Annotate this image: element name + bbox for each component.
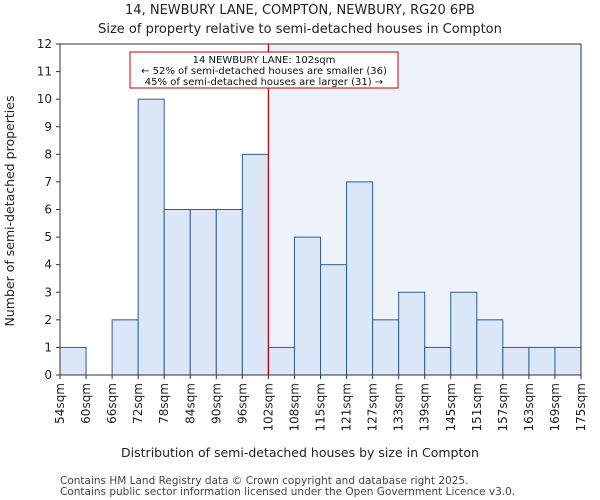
- y-tick-label: 8: [44, 147, 52, 161]
- x-tick-label: 78sqm: [157, 383, 171, 424]
- x-tick-label: 127sqm: [366, 383, 380, 431]
- bar: [528, 346, 556, 376]
- x-tick-label: 66sqm: [105, 383, 119, 424]
- y-tick-label: 2: [44, 313, 52, 327]
- bar: [215, 209, 243, 376]
- x-tick-label: 60sqm: [79, 383, 93, 424]
- bar: [372, 319, 400, 376]
- x-tick-label: 175sqm: [574, 383, 588, 431]
- bar: [241, 153, 269, 376]
- bar: [450, 291, 478, 376]
- bar: [320, 264, 348, 376]
- x-tick-label: 163sqm: [522, 383, 536, 431]
- bar: [59, 346, 87, 376]
- bar: [398, 291, 426, 376]
- y-tick-label: 4: [44, 258, 52, 272]
- footer-line-1: Contains HM Land Registry data © Crown c…: [60, 475, 468, 487]
- y-axis-label: Number of semi-detached properties: [2, 96, 17, 327]
- annotation-box: [129, 51, 399, 89]
- y-tick-label: 7: [44, 175, 52, 189]
- annotation-line-2: ← 52% of semi-detached houses are smalle…: [141, 66, 387, 77]
- bar: [111, 319, 139, 376]
- annotation-line-3: 45% of semi-detached houses are larger (…: [145, 77, 383, 88]
- bar: [163, 209, 191, 376]
- bar: [267, 346, 295, 376]
- chart-subtitle: Size of property relative to semi-detach…: [98, 22, 502, 37]
- x-tick-label: 102sqm: [261, 383, 275, 431]
- y-tick-label: 11: [37, 65, 52, 79]
- chart-title: 14, NEWBURY LANE, COMPTON, NEWBURY, RG20…: [125, 3, 475, 18]
- annotation-line-1: 14 NEWBURY LANE: 102sqm: [193, 55, 336, 66]
- y-tick-label: 10: [37, 92, 52, 106]
- bar: [424, 346, 452, 376]
- bar: [346, 181, 374, 376]
- y-tick-label: 0: [44, 368, 52, 382]
- x-tick-label: 115sqm: [314, 383, 328, 431]
- bar: [293, 236, 322, 376]
- x-tick-label: 108sqm: [287, 383, 301, 431]
- bar: [554, 346, 582, 376]
- x-tick-label: 96sqm: [235, 383, 249, 424]
- x-tick-label: 84sqm: [183, 383, 197, 424]
- x-tick-label: 139sqm: [418, 383, 432, 431]
- x-tick-label: 54sqm: [53, 383, 67, 424]
- y-tick-label: 3: [44, 285, 52, 299]
- bar: [137, 98, 165, 376]
- bar: [189, 209, 217, 376]
- y-tick-label: 12: [37, 37, 52, 51]
- x-tick-label: 72sqm: [131, 383, 145, 424]
- x-tick-label: 133sqm: [392, 383, 406, 431]
- x-axis-label: Distribution of semi-detached houses by …: [121, 445, 479, 460]
- x-tick-label: 90sqm: [209, 383, 223, 424]
- y-tick-label: 5: [44, 230, 52, 244]
- bar: [502, 346, 530, 376]
- x-tick-label: 169sqm: [548, 383, 562, 431]
- footer-line-2: Contains public sector information licen…: [60, 486, 515, 498]
- x-tick-label: 145sqm: [444, 383, 458, 431]
- x-tick-label: 151sqm: [470, 383, 484, 431]
- y-tick-label: 6: [44, 203, 52, 217]
- y-tick-label: 9: [44, 120, 52, 134]
- x-tick-label: 121sqm: [340, 383, 354, 431]
- y-tick-label: 1: [44, 340, 52, 354]
- x-tick-label: 157sqm: [496, 383, 510, 431]
- bar: [476, 319, 504, 376]
